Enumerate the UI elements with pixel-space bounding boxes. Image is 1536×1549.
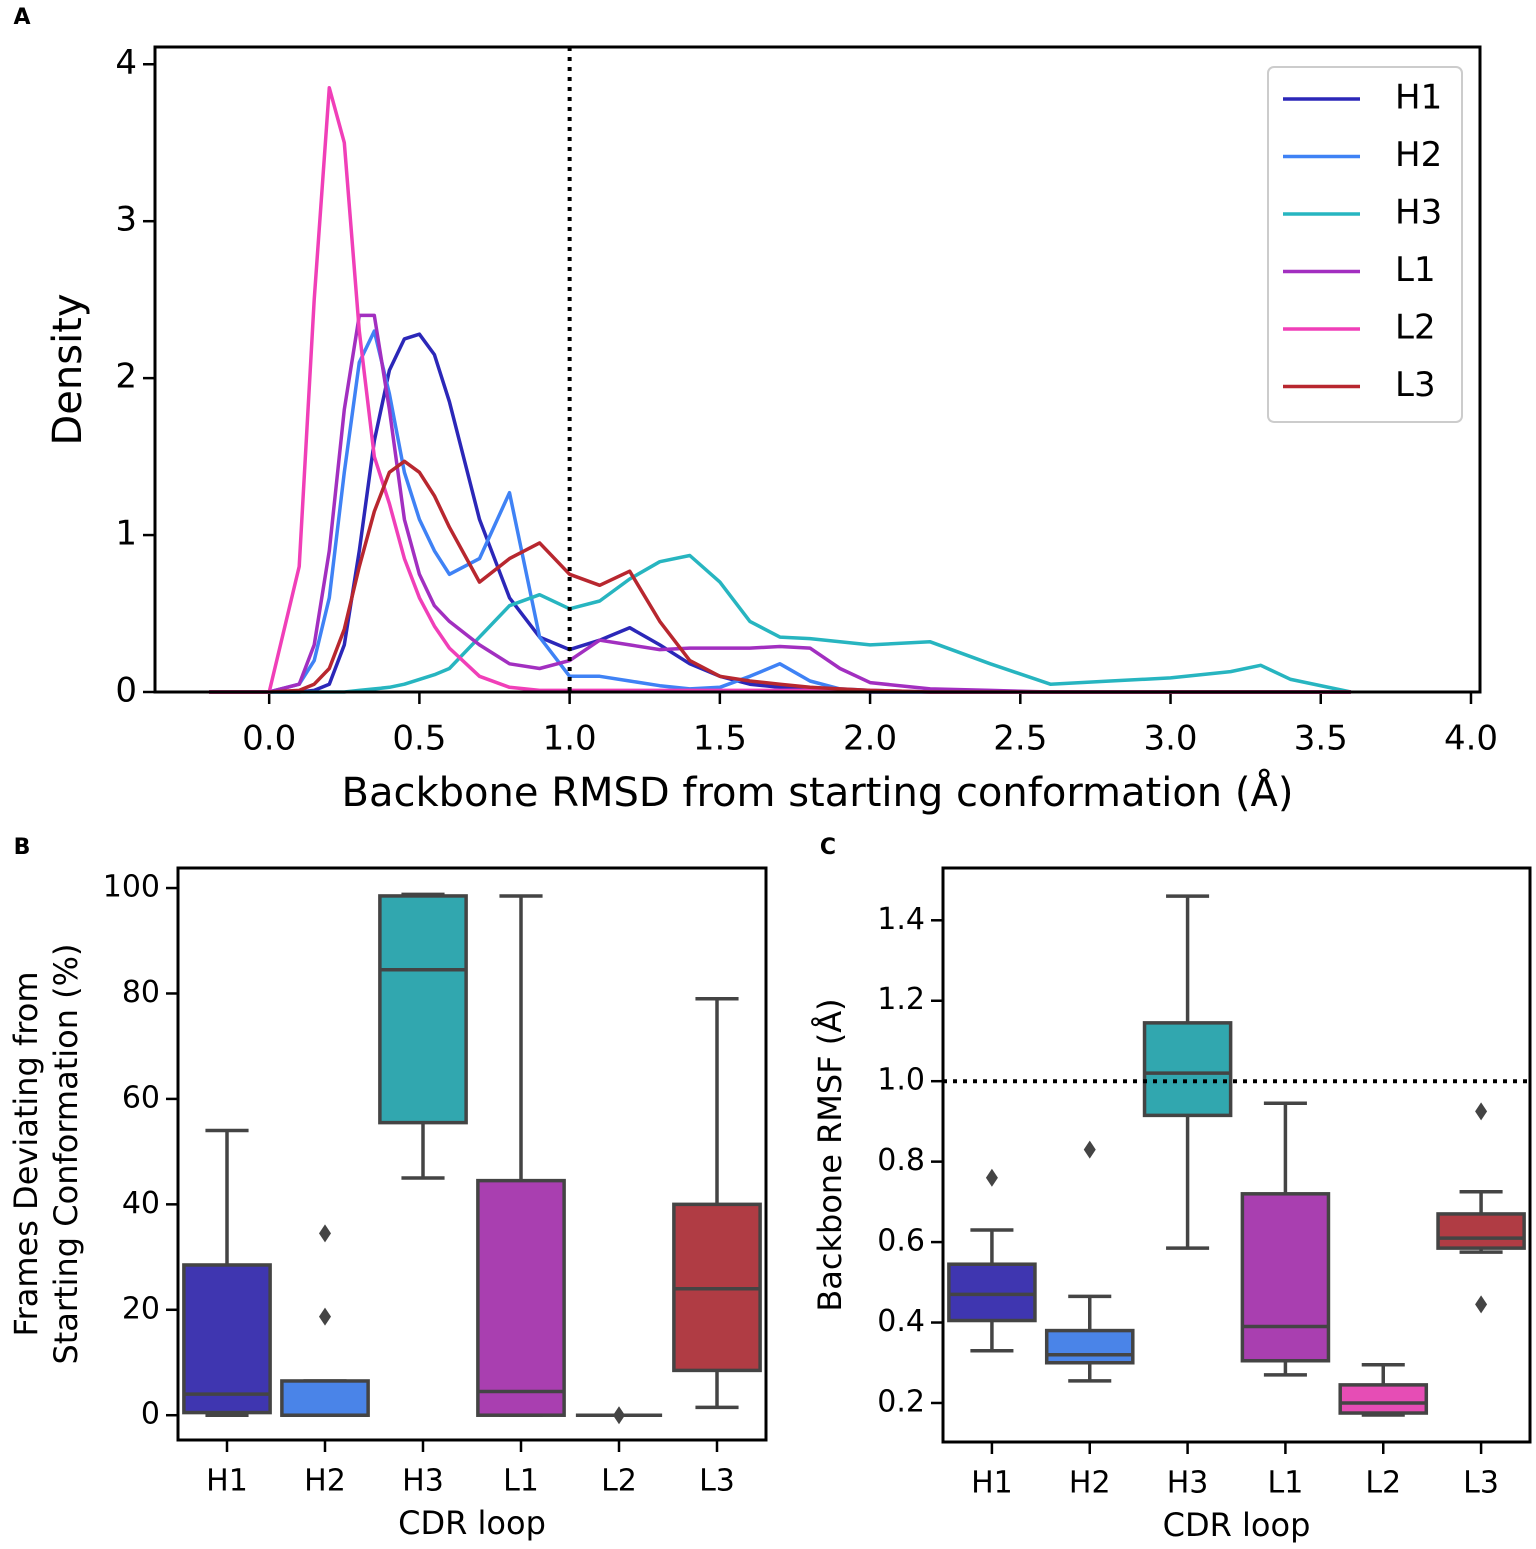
legend-label: H2: [1395, 135, 1442, 175]
x-tick-label: H2: [304, 1464, 346, 1499]
x-tick-label: 0.5: [392, 719, 446, 759]
plot-frame: [941, 866, 1532, 1444]
x-tick-label: 2.5: [993, 719, 1047, 759]
y-tick-label: 1: [115, 514, 137, 554]
x-tick-label: L2: [601, 1464, 637, 1499]
density-line: [209, 553, 1352, 694]
x-axis-label: Backbone RMSD from starting conformation…: [342, 768, 1294, 816]
y-tick-label: 0: [115, 671, 137, 711]
x-tick-label: L3: [1463, 1466, 1499, 1501]
box: [1240, 1192, 1331, 1363]
legend-label: H3: [1395, 193, 1442, 233]
legend-label: H1: [1395, 78, 1442, 118]
y-tick-label: 0: [141, 1397, 160, 1432]
x-tick-label: 3.0: [1143, 719, 1197, 759]
y-tick-label: 60: [122, 1080, 160, 1115]
outlier: [319, 1224, 331, 1243]
plot-frame: [176, 866, 768, 1442]
x-tick-label: 1.5: [693, 719, 747, 759]
outlier: [613, 1406, 625, 1425]
panel-label: A: [13, 5, 30, 30]
y-tick-label: 100: [103, 870, 160, 905]
legend-label: L1: [1395, 250, 1436, 290]
y-axis-label: Backbone RMSF (Å): [811, 998, 849, 1311]
x-tick-label: 1.0: [543, 719, 597, 759]
box: [280, 1379, 370, 1417]
y-axis-label: Density: [45, 293, 91, 445]
panel-label: C: [820, 835, 836, 860]
box: [947, 1262, 1037, 1323]
panel-label: B: [14, 835, 31, 860]
x-tick-label: H1: [971, 1466, 1013, 1501]
box: [1044, 1328, 1135, 1365]
x-tick-label: H3: [402, 1464, 444, 1499]
box: [1142, 1021, 1233, 1118]
y-tick-label: 0.8: [877, 1143, 925, 1178]
x-tick-label: H2: [1069, 1466, 1111, 1501]
y-tick-label: 3: [115, 200, 137, 240]
outlier: [1475, 1102, 1488, 1121]
outlier: [319, 1307, 331, 1326]
outlier: [985, 1168, 998, 1187]
y-tick-label: 4: [115, 43, 137, 83]
y-tick-label: 40: [122, 1186, 160, 1221]
x-tick-label: L1: [1268, 1466, 1304, 1501]
y-tick-label: 1.2: [877, 982, 925, 1017]
density-line: [209, 86, 1351, 694]
outlier: [1083, 1140, 1096, 1159]
plot-frame: [153, 45, 1482, 694]
box: [1338, 1383, 1429, 1415]
x-axis-label: CDR loop: [398, 1504, 546, 1542]
y-tick-label: 1.0: [877, 1063, 925, 1098]
x-tick-label: H3: [1167, 1466, 1209, 1501]
y-tick-label: 1.4: [877, 902, 925, 937]
box: [182, 1263, 272, 1415]
y-tick-label: 20: [122, 1291, 160, 1326]
x-tick-label: L3: [699, 1464, 735, 1499]
y-tick-label: 0.6: [877, 1224, 925, 1259]
legend-label: L2: [1395, 308, 1436, 348]
y-axis-label: Starting Conformation (%): [47, 943, 85, 1364]
legend-label: L3: [1395, 365, 1436, 405]
y-tick-label: 0.4: [877, 1304, 925, 1339]
x-tick-label: 2.0: [843, 719, 897, 759]
x-tick-label: 0.0: [242, 719, 296, 759]
x-tick-label: L2: [1365, 1466, 1401, 1501]
x-tick-label: 3.5: [1294, 719, 1348, 759]
x-tick-label: H1: [206, 1464, 248, 1499]
x-axis-label: CDR loop: [1163, 1506, 1311, 1544]
outlier: [1475, 1295, 1488, 1314]
y-axis-label: Frames Deviating from: [7, 972, 45, 1337]
x-tick-label: L1: [503, 1464, 539, 1499]
x-tick-label: 4.0: [1444, 719, 1498, 759]
y-tick-label: 0.2: [877, 1384, 925, 1419]
y-tick-label: 2: [115, 357, 137, 397]
density-line: [209, 459, 1351, 694]
y-tick-label: 80: [122, 975, 160, 1010]
box: [476, 1178, 566, 1417]
box: [1436, 1212, 1526, 1250]
box: [378, 894, 468, 1125]
